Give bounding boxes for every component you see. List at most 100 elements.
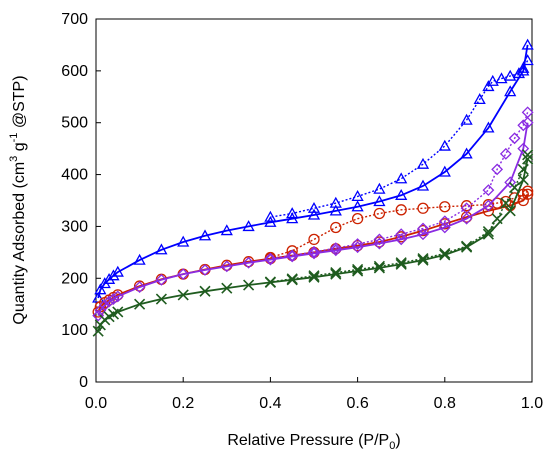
data-point-x <box>517 163 529 175</box>
data-point-x <box>373 260 385 272</box>
data-point-circle <box>460 211 473 223</box>
y-axis-title-superscript-1: 3 <box>8 156 20 162</box>
data-point-triangle <box>521 54 534 66</box>
desorption-line <box>270 112 529 260</box>
data-point-triangle <box>416 157 430 169</box>
data-point-diamond <box>351 238 364 250</box>
data-point-x <box>482 228 494 240</box>
data-point-diamond <box>482 199 495 212</box>
y-tick-label: 0 <box>79 374 88 391</box>
series-layer <box>92 38 534 337</box>
data-point-triangle <box>94 283 107 295</box>
data-point-diamond <box>395 233 408 246</box>
data-point-diamond <box>460 212 473 225</box>
data-point-diamond <box>417 228 429 241</box>
data-point-triangle <box>521 38 534 50</box>
data-point-diamond <box>438 215 451 228</box>
data-point-diamond <box>155 273 168 286</box>
data-point-x <box>134 298 146 310</box>
data-point-triangle <box>111 265 124 277</box>
data-point-triangle <box>512 67 526 79</box>
data-point-diamond <box>98 299 111 312</box>
data-point-diamond <box>517 119 530 132</box>
data-point-x <box>330 268 342 280</box>
data-point-x <box>395 257 407 269</box>
y-tick-label: 500 <box>61 115 88 132</box>
data-point-triangle <box>242 220 255 232</box>
data-point-triangle <box>351 190 364 202</box>
x-tick-label: 0.0 <box>85 395 107 412</box>
data-point-diamond <box>220 260 233 273</box>
x-axis-title-subscript: 0 <box>389 440 395 452</box>
data-point-triangle <box>107 269 120 281</box>
series-3 <box>92 106 534 322</box>
data-point-x <box>112 306 124 318</box>
data-point-x <box>508 181 521 194</box>
x-tick-label: 0.8 <box>434 395 456 412</box>
y-tick-label: 100 <box>61 322 88 339</box>
data-point-x <box>352 265 364 277</box>
x-tick-label: 0.2 <box>172 395 194 412</box>
data-point-triangle <box>504 69 517 81</box>
data-point-x <box>308 270 320 282</box>
data-point-triangle <box>395 188 408 200</box>
x-axis-title: Relative Pressure (P/P0) <box>227 432 400 452</box>
data-point-x <box>177 289 189 301</box>
data-point-triangle <box>438 165 451 177</box>
series-4 <box>92 149 534 337</box>
data-point-x <box>522 149 534 161</box>
data-point-circle <box>373 207 386 220</box>
data-point-triangle <box>460 113 473 125</box>
data-point-x <box>491 213 503 225</box>
data-point-diamond <box>460 202 473 215</box>
data-point-triangle <box>102 272 116 284</box>
data-point-triangle <box>416 179 430 191</box>
adsorption-line <box>97 44 529 299</box>
data-point-x <box>439 247 451 259</box>
data-point-circle <box>351 212 364 225</box>
data-point-triangle <box>264 215 277 227</box>
data-point-x <box>264 276 276 288</box>
y-axis-title-part-3: @STP) <box>11 75 28 132</box>
data-point-x <box>504 205 516 217</box>
data-point-x <box>417 254 429 266</box>
data-point-circle <box>439 218 451 230</box>
data-point-diamond <box>521 106 534 119</box>
data-point-circle <box>439 201 451 213</box>
data-point-x <box>286 273 298 285</box>
x-tick-label: 0.6 <box>346 395 368 412</box>
data-point-diamond <box>329 242 342 255</box>
data-point-x <box>92 325 104 337</box>
data-point-triangle <box>373 182 386 194</box>
data-point-diamond <box>103 295 115 308</box>
data-point-triangle <box>482 80 495 92</box>
data-point-x <box>417 253 429 265</box>
data-point-triangle <box>495 72 508 84</box>
data-point-diamond <box>177 268 190 281</box>
data-point-x <box>243 279 255 291</box>
x-axis-title-end: ) <box>395 432 400 449</box>
data-point-diamond <box>491 163 504 176</box>
data-point-x <box>500 197 512 209</box>
data-point-triangle <box>198 229 212 241</box>
data-point-x <box>439 249 451 261</box>
data-point-diamond <box>499 147 512 160</box>
y-tick-label: 600 <box>61 63 88 80</box>
data-point-x <box>308 271 320 283</box>
data-point-diamond <box>373 233 386 246</box>
data-point-triangle <box>220 224 233 236</box>
data-point-x <box>395 258 407 270</box>
data-point-diamond <box>508 132 521 145</box>
y-tick-label: 200 <box>61 270 88 287</box>
y-axis-title-part-1: Quantity Adsorbed (cm <box>11 162 28 325</box>
x-axis-ticks: 0.0 0.2 0.4 0.6 0.8 1.0 <box>85 377 543 412</box>
data-point-circle <box>491 197 503 209</box>
data-point-x <box>155 293 167 305</box>
data-point-triangle <box>373 195 386 207</box>
y-axis-ticks: 0 100 200 300 400 500 600 700 <box>61 11 101 391</box>
data-point-triangle <box>133 253 146 265</box>
data-point-triangle <box>177 235 190 247</box>
data-point-triangle <box>351 200 364 212</box>
y-axis-title: Quantity Adsorbed (cm3 g-1 @STP) <box>8 75 28 324</box>
data-point-diamond <box>111 290 124 303</box>
